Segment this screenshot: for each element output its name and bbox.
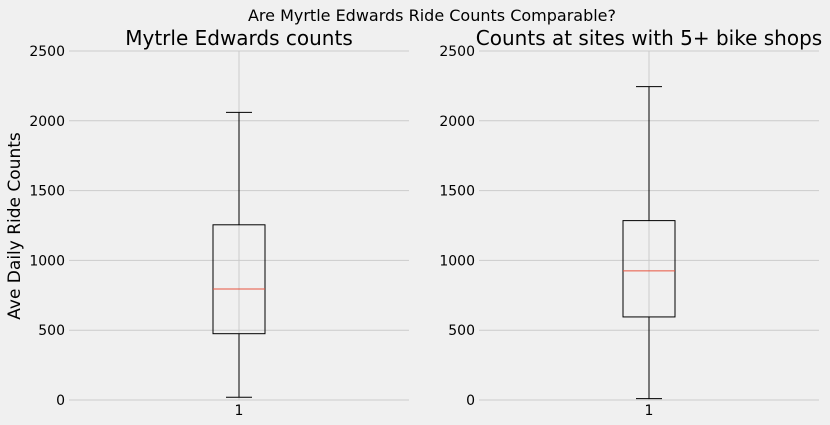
right-y-tick-label: 2000	[439, 114, 475, 130]
left-y-tick-label: 1000	[29, 253, 65, 269]
figure-suptitle: Are Myrtle Edwards Ride Counts Comparabl…	[248, 6, 616, 25]
right-boxplot-panel: Counts at sites with 5+ bike shops 0 500 1…	[439, 26, 822, 419]
right-y-tick-label: 500	[448, 323, 475, 339]
left-y-tick-label: 2000	[29, 114, 65, 130]
left-y-axis-label: Ave Daily Ride Counts	[5, 132, 25, 320]
right-y-tick-label: 1500	[439, 184, 475, 200]
left-plot-title: Mytrle Edwards counts	[125, 26, 353, 50]
right-box-marks	[622, 86, 676, 400]
left-y-tick-label: 0	[56, 393, 65, 409]
left-y-tick-label: 1500	[29, 184, 65, 200]
right-x-tick-labels: 1	[645, 403, 654, 419]
left-box-marks	[212, 111, 266, 398]
left-y-tick-labels: 0 500 1000 1500 2000 2500	[29, 44, 65, 409]
right-y-tick-label: 1000	[439, 253, 475, 269]
left-y-tick-label: 500	[38, 323, 65, 339]
left-y-tick-label: 2500	[29, 44, 65, 60]
left-boxplot-panel: Mytrle Edwards counts Ave Daily Ride Cou…	[5, 26, 409, 419]
left-x-tick-label: 1	[235, 403, 244, 419]
right-iqr-box	[622, 220, 676, 318]
right-y-tick-labels: 0 500 1000 1500 2000 2500	[439, 44, 475, 409]
right-plot-title: Counts at sites with 5+ bike shops	[476, 26, 822, 50]
right-x-tick-label: 1	[645, 403, 654, 419]
right-y-tick-label: 0	[466, 393, 475, 409]
left-x-tick-labels: 1	[235, 403, 244, 419]
right-y-tick-label: 2500	[439, 44, 475, 60]
left-iqr-box	[212, 224, 266, 335]
